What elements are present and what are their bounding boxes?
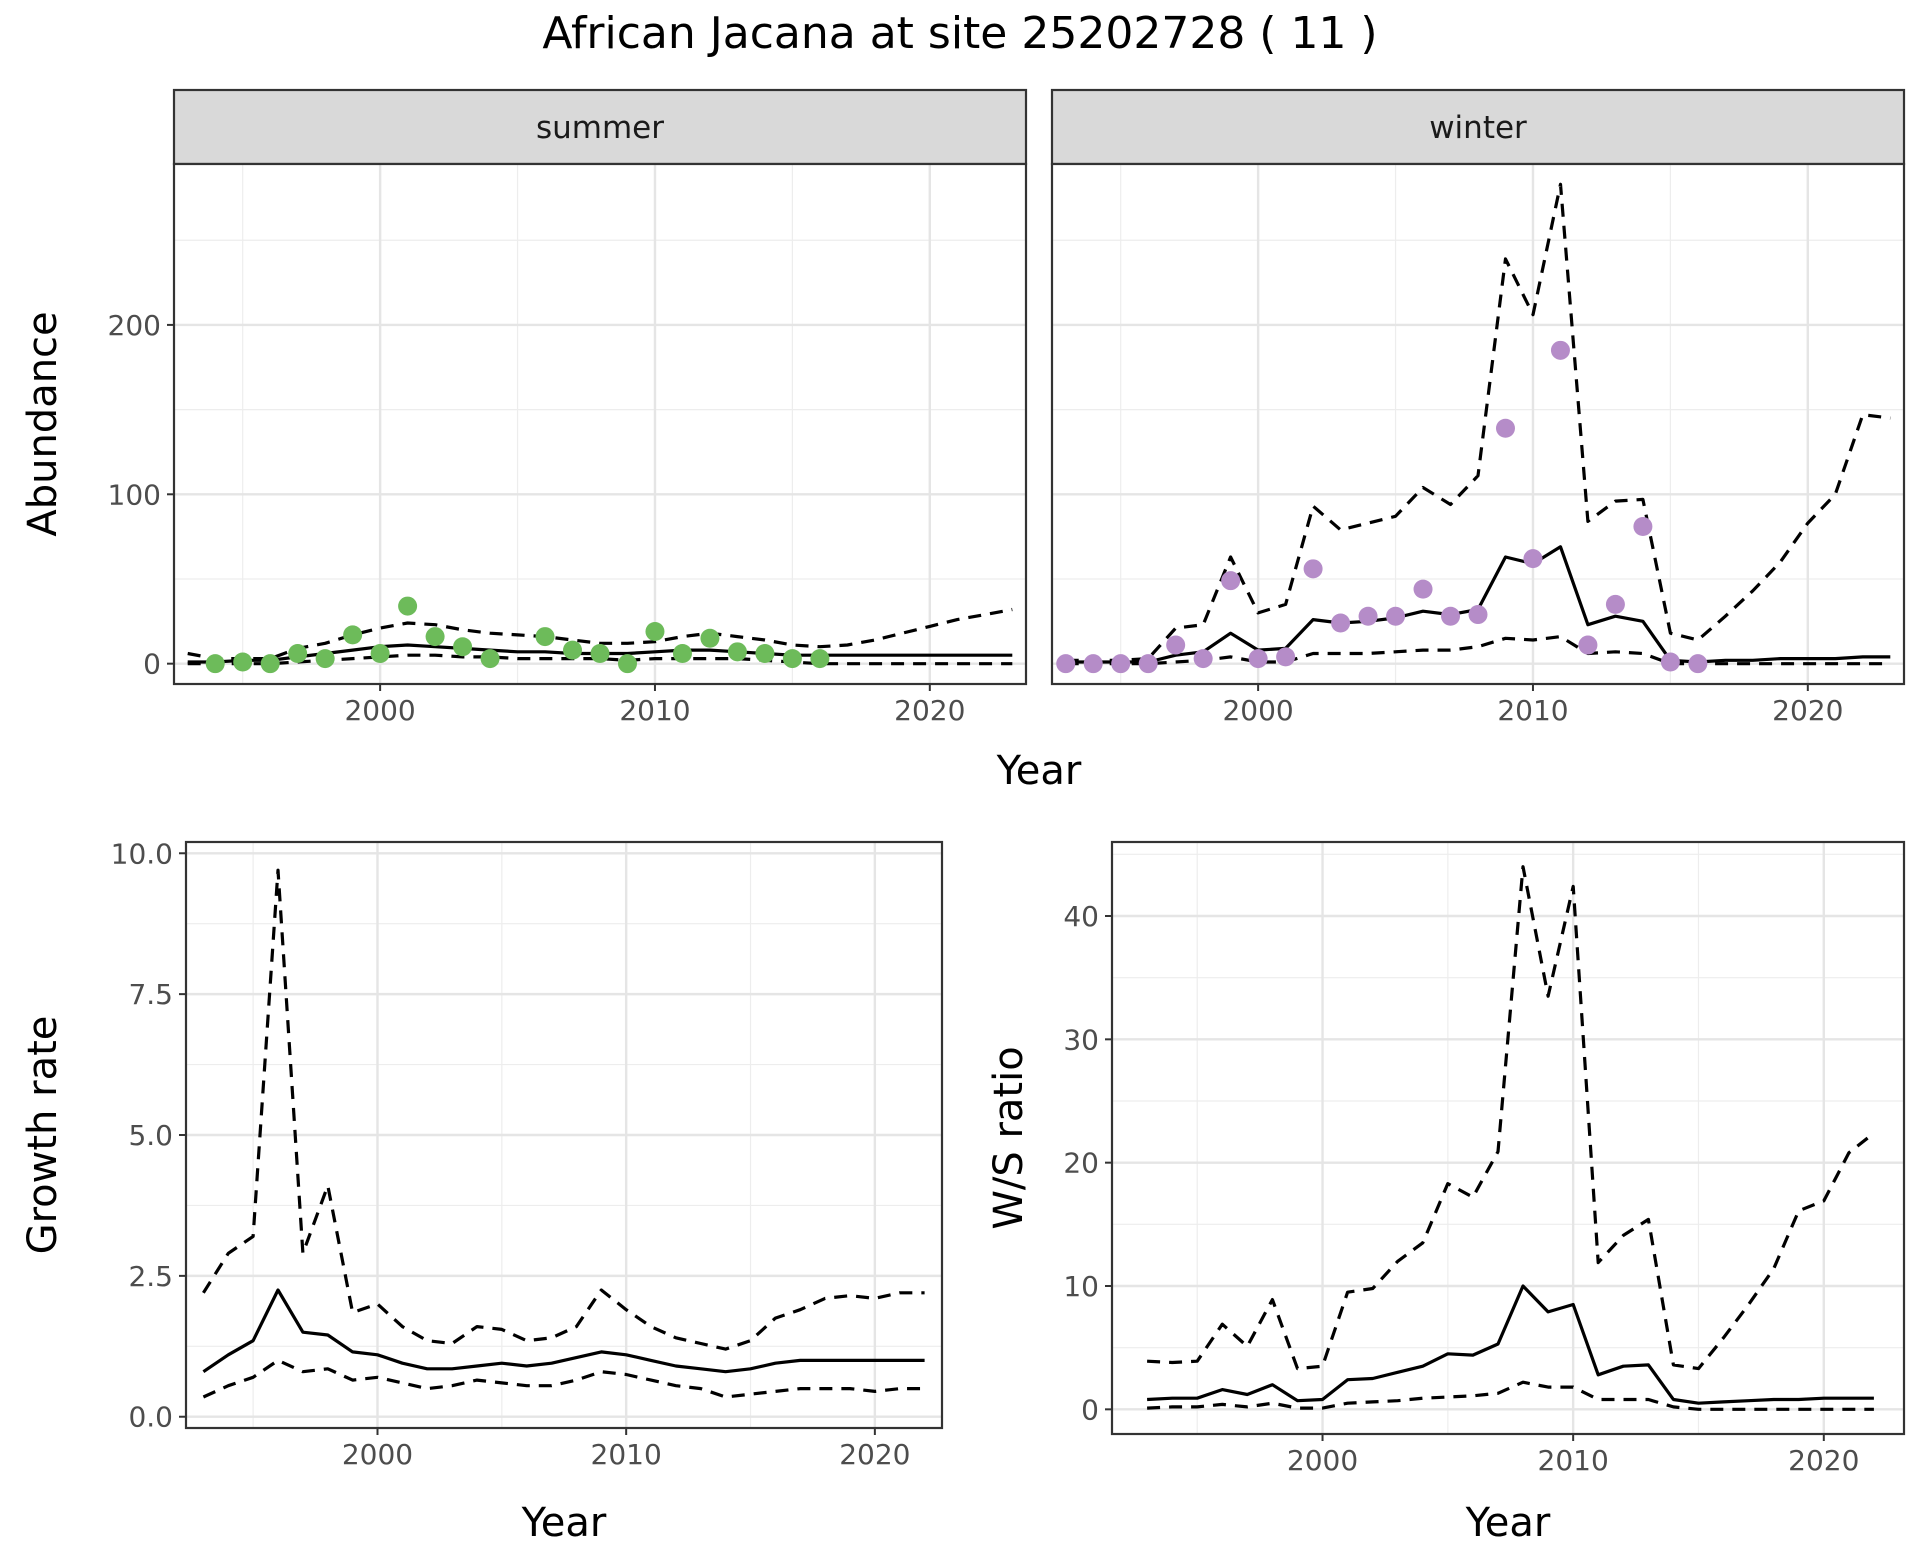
data-point-winter — [1083, 654, 1103, 674]
lower-bound-line — [202, 1358, 925, 1399]
data-point-summer — [315, 649, 335, 669]
y-axis-title-abundance: Abundance — [20, 311, 66, 536]
y-tick-label: 200 — [108, 309, 161, 342]
x-tick-label: 2010 — [1538, 1444, 1609, 1477]
x-tick-label: 2000 — [1222, 694, 1293, 727]
y-tick-label: 20 — [1063, 1147, 1099, 1180]
data-point-summer — [727, 642, 747, 662]
data-point-summer — [425, 627, 445, 647]
facet-strip-label-summer: summer — [536, 110, 664, 146]
panel-background — [1052, 164, 1904, 684]
fitted-line — [202, 1288, 925, 1374]
data-point-summer — [453, 637, 473, 657]
data-point-winter — [1495, 418, 1515, 438]
x-tick-label: 2010 — [619, 694, 690, 727]
y-tick-label: 30 — [1063, 1023, 1099, 1056]
data-point-winter — [1303, 559, 1323, 579]
y-tick-label: 100 — [108, 478, 161, 511]
y-tick-label: 40 — [1063, 900, 1099, 933]
data-point-winter — [1605, 594, 1625, 614]
fitted-line — [1147, 1284, 1874, 1405]
data-point-winter — [1276, 647, 1296, 667]
data-point-summer — [260, 654, 280, 674]
y-tick-label: 5.0 — [128, 1119, 173, 1152]
data-point-summer — [617, 654, 637, 674]
x-tick-label: 2020 — [839, 1438, 910, 1471]
data-point-summer — [810, 649, 830, 669]
upper-bound-line — [187, 607, 1013, 661]
data-point-winter — [1138, 654, 1158, 674]
page-title: African Jacana at site 25202728 ( 11 ) — [542, 8, 1377, 59]
x-tick-label: 2020 — [894, 694, 965, 727]
data-point-summer — [288, 644, 308, 664]
panel-border — [1050, 162, 1906, 686]
facet-strip — [172, 88, 1028, 166]
x-tick-label: 2010 — [591, 1438, 662, 1471]
data-point-summer — [535, 627, 555, 647]
data-point-winter — [1413, 579, 1433, 599]
data-point-summer — [370, 644, 390, 664]
data-point-summer — [700, 628, 720, 648]
x-tick-label: 2020 — [1788, 1444, 1859, 1477]
data-point-winter — [1331, 613, 1351, 633]
data-point-winter — [1193, 649, 1213, 669]
panel-background — [174, 164, 1026, 684]
x-tick-label: 2010 — [1497, 694, 1568, 727]
x-axis-title-growth: Year — [521, 1500, 607, 1546]
x-tick-label: 2000 — [342, 1438, 413, 1471]
data-point-winter — [1688, 654, 1708, 674]
panel-background — [1112, 842, 1904, 1434]
x-tick-label: 2000 — [1287, 1444, 1358, 1477]
data-point-winter — [1358, 606, 1378, 626]
lower-bound-line — [1147, 1380, 1874, 1411]
y-tick-label: 0.0 — [128, 1401, 173, 1434]
data-point-summer — [782, 649, 802, 669]
facet-strip-label-winter: winter — [1429, 110, 1527, 146]
data-point-winter — [1468, 605, 1488, 625]
upper-bound-line — [1065, 182, 1891, 662]
upper-bound-line — [1147, 865, 1875, 1371]
data-point-summer — [480, 649, 500, 669]
y-axis-title-ws-ratio: W/S ratio — [986, 1046, 1032, 1229]
data-point-winter — [1660, 652, 1680, 672]
data-point-winter — [1386, 606, 1406, 626]
data-point-summer — [755, 644, 775, 664]
panel-border — [184, 840, 944, 1430]
data-point-winter — [1111, 654, 1131, 674]
panel-border — [172, 162, 1028, 686]
data-point-winter — [1633, 516, 1653, 536]
data-point-summer — [590, 644, 610, 664]
data-point-winter — [1550, 340, 1570, 360]
data-point-winter — [1221, 571, 1241, 591]
data-point-summer — [343, 625, 363, 645]
data-point-winter — [1166, 635, 1186, 655]
y-tick-label: 2.5 — [128, 1260, 173, 1293]
panel-border — [1110, 840, 1906, 1436]
y-tick-label: 0 — [1081, 1393, 1099, 1426]
upper-bound-line — [202, 868, 925, 1351]
y-tick-label: 10.0 — [111, 837, 173, 870]
facet-strip — [1050, 88, 1906, 166]
data-point-winter — [1056, 654, 1076, 674]
y-tick-label: 7.5 — [128, 978, 173, 1011]
data-point-winter — [1523, 549, 1543, 569]
data-point-winter — [1248, 649, 1268, 669]
x-axis-title-abundance: Year — [996, 748, 1082, 794]
data-point-summer — [205, 654, 225, 674]
y-axis-title-growth: Growth rate — [20, 1016, 66, 1255]
data-point-summer — [672, 644, 692, 664]
x-axis-title-ws-ratio: Year — [1465, 1500, 1551, 1546]
data-point-summer — [563, 640, 583, 660]
x-tick-label: 2020 — [1772, 694, 1843, 727]
data-point-summer — [398, 596, 418, 616]
x-tick-label: 2000 — [344, 694, 415, 727]
data-point-winter — [1441, 606, 1461, 626]
y-tick-label: 10 — [1063, 1270, 1099, 1303]
data-point-summer — [233, 652, 253, 672]
data-point-summer — [645, 621, 665, 641]
data-point-winter — [1578, 635, 1598, 655]
y-tick-label: 0 — [143, 648, 161, 681]
